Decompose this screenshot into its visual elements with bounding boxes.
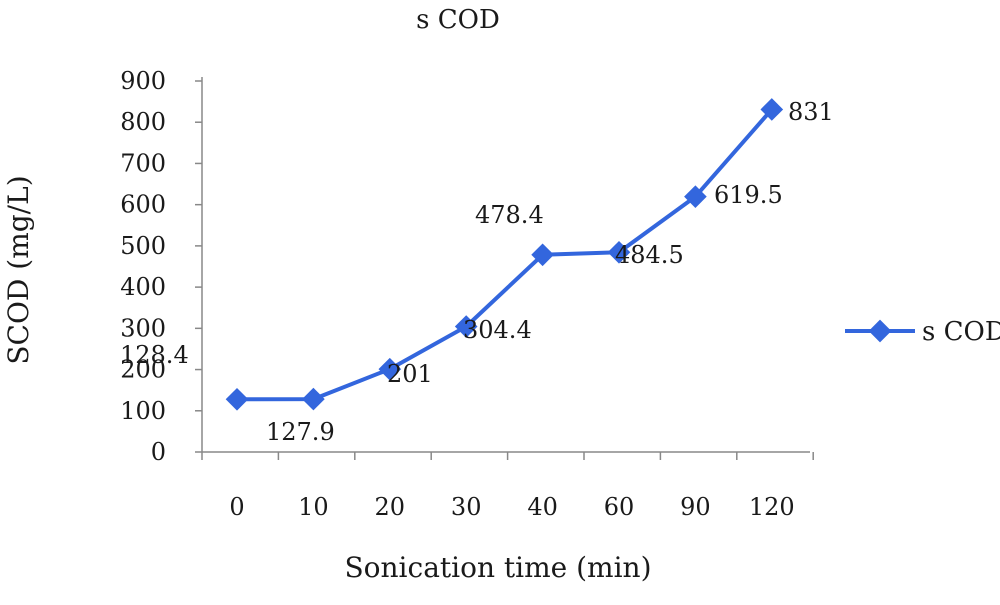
x-tick-label: 30 xyxy=(451,493,482,521)
x-tick-label: 40 xyxy=(527,493,558,521)
x-tick-label: 60 xyxy=(604,493,635,521)
data-label: 484.5 xyxy=(615,241,684,269)
data-label: 128.4 xyxy=(120,341,189,369)
y-tick-label: 100 xyxy=(120,397,166,425)
data-label: 478.4 xyxy=(475,201,544,229)
y-tick-label: 600 xyxy=(120,191,166,219)
x-axis-label: Sonication time (min) xyxy=(344,551,651,584)
y-tick-label: 800 xyxy=(120,108,166,136)
y-tick-label: 900 xyxy=(120,67,166,95)
data-point-marker xyxy=(302,387,325,411)
legend-label: s COD xyxy=(922,317,1000,347)
legend: s COD xyxy=(845,317,1000,347)
data-point-marker xyxy=(454,315,478,338)
chart-title: s COD xyxy=(416,5,500,35)
y-tick-label: 300 xyxy=(120,314,166,342)
data-label: 127.9 xyxy=(266,418,335,446)
y-tick-label: 200 xyxy=(120,356,166,384)
data-label: 201 xyxy=(387,360,433,388)
data-point-marker xyxy=(760,98,784,121)
y-tick-label: 400 xyxy=(120,273,166,301)
x-tick-label: 20 xyxy=(375,493,406,521)
y-tick-label: 0 xyxy=(151,438,166,466)
x-tick-label: 0 xyxy=(229,493,244,521)
data-labels: 128.4 127.9 201 304.4 478.4 484.5 619.5 831 xyxy=(120,98,834,446)
series-line xyxy=(236,108,774,402)
data-point-marker xyxy=(225,387,249,411)
data-point-marker xyxy=(378,357,402,381)
x-axis: 0 10 20 30 40 60 90 120 xyxy=(201,451,814,521)
x-tick-label: 90 xyxy=(680,493,711,521)
series-group xyxy=(225,98,784,411)
x-tick-label: 10 xyxy=(298,493,329,521)
legend-marker xyxy=(868,319,892,343)
y-axis: 0 100 200 300 400 500 600 700 800 900 xyxy=(120,67,203,466)
y-axis-label: SCOD (mg/L) xyxy=(2,175,35,364)
y-tick-label: 700 xyxy=(120,149,166,177)
data-label: 619.5 xyxy=(714,181,783,209)
data-label: 304.4 xyxy=(463,316,532,344)
y-tick-label: 500 xyxy=(120,232,166,260)
data-label: 831 xyxy=(788,98,834,126)
x-tick-label: 120 xyxy=(749,493,795,521)
